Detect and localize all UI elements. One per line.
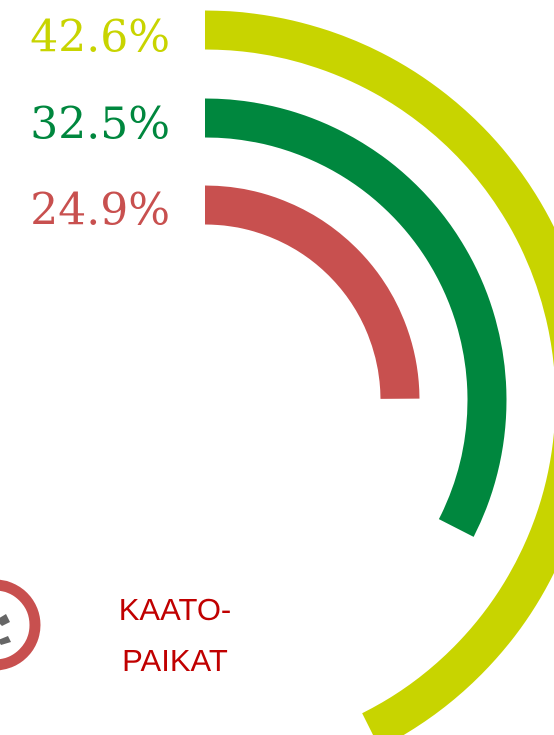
icon-ring — [0, 579, 41, 671]
annotation: PAIKAT — [122, 643, 228, 678]
arc-bar — [204, 185, 420, 400]
icon-glyph — [0, 614, 11, 645]
value-label: 24.9% — [30, 185, 170, 236]
value-label: 32.5% — [30, 99, 170, 150]
landfill-icon — [0, 579, 41, 671]
value-label: 42.6% — [30, 12, 170, 63]
annotation: KAATO- — [119, 592, 232, 627]
arc-bar — [204, 98, 507, 537]
arc-bar — [204, 10, 554, 735]
